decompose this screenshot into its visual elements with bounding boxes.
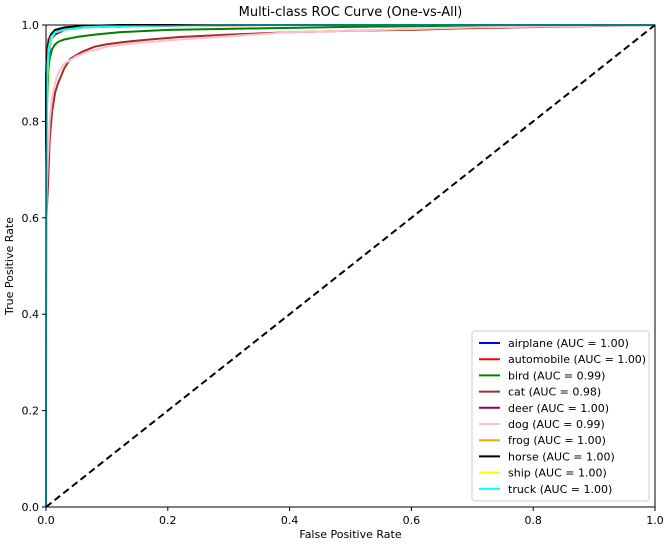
legend-entry: dog (AUC = 0.99) [508, 418, 605, 431]
x-tick-label: 0.2 [159, 514, 177, 527]
x-tick-label: 0.8 [524, 514, 542, 527]
legend-entry: automobile (AUC = 1.00) [508, 353, 646, 366]
legend: airplane (AUC = 1.00) automobile (AUC = 1… [471, 330, 650, 502]
y-tick-label: 0.8 [22, 115, 40, 128]
x-tick-label: 1.0 [646, 514, 664, 527]
x-tick-label: 0.4 [281, 514, 299, 527]
x-axis: 0.0 0.2 0.4 0.6 0.8 1.0 [37, 507, 664, 527]
legend-entry: frog (AUC = 1.00) [508, 434, 606, 447]
legend-entry: bird (AUC = 0.99) [508, 369, 605, 382]
legend-entry: cat (AUC = 0.98) [508, 386, 601, 399]
y-tick-label: 0.6 [22, 212, 40, 225]
y-tick-label: 0.2 [22, 405, 40, 418]
y-axis-label: True Positive Rate [3, 217, 16, 316]
legend-entry: truck (AUC = 1.00) [508, 483, 612, 496]
plot-frame [45, 24, 656, 508]
legend-box [471, 330, 650, 502]
series-layer [45, 24, 656, 508]
chart-title: Multi-class ROC Curve (One-vs-All) [239, 5, 463, 20]
y-tick-label: 0.0 [22, 501, 40, 514]
y-tick-label: 1.0 [22, 19, 40, 32]
x-axis-label: False Positive Rate [299, 528, 401, 541]
y-tick-label: 0.4 [22, 308, 40, 321]
legend-entry: deer (AUC = 1.00) [508, 402, 609, 415]
series-line-5 [45, 24, 656, 507]
plot-area [45, 24, 656, 508]
y-axis: 0.0 0.2 0.4 0.6 0.8 1.0 [22, 19, 46, 514]
x-tick-label: 0.0 [37, 514, 55, 527]
chance-diagonal-line [45, 24, 656, 508]
x-tick-label: 0.6 [403, 514, 421, 527]
legend-entry: horse (AUC = 1.00) [508, 450, 615, 463]
series-line-9 [45, 24, 655, 507]
legend-entry: airplane (AUC = 1.00) [508, 337, 629, 350]
legend-entry: ship (AUC = 1.00) [508, 467, 607, 480]
